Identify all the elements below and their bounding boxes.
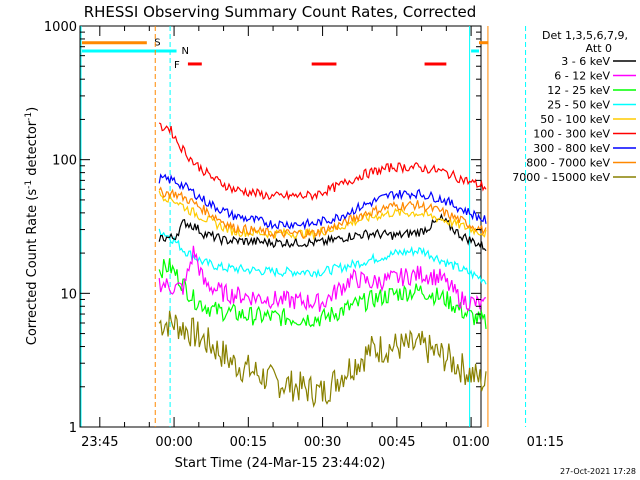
legend-label: 3 - 6 keV [561,55,610,68]
night-flag-label: N [181,46,188,57]
legend-label: 50 - 100 keV [540,113,610,126]
y-axis-label-sup-1: -1 [24,180,34,189]
y-tick-label: 1000 [44,20,77,35]
x-tick-label: 00:15 [230,435,267,450]
x-tick-label: 00:00 [155,435,192,450]
legend-header-1: Det 1,3,5,6,7,9, [542,29,628,42]
x-tick-label: 01:00 [452,435,489,450]
y-axis-label-end: ) [25,107,40,112]
y-axis-label: Corrected Count Rate (s-1 detector-1) [24,107,40,345]
legend-label: 12 - 25 keV [547,84,610,97]
footer-date: 27-Oct-2021 17:28 [560,467,636,476]
y-axis-label-main: Corrected Count Rate (s [25,189,40,346]
series-line [158,186,487,240]
x-axis-label: Start Time (24-Mar-15 23:44:02) [175,456,386,471]
legend-label: 300 - 800 keV [533,142,610,155]
y-axis-label-mid: detector [25,120,40,180]
series-layer [158,122,487,409]
y-tick-label: 10 [60,287,77,302]
series-line [158,213,487,252]
series-line [158,190,487,241]
y-tick-label: 1 [69,421,77,436]
legend-header-2: Att 0 [586,42,612,55]
series-line [158,310,487,409]
series-line [158,245,487,312]
legend-label: 800 - 7000 keV [526,157,610,170]
legend-label: 25 - 50 keV [547,99,610,112]
series-line [158,258,487,329]
axis-ticks: 1 10 100 1000 23:45 00:00 00:15 00:30 00:45 01:00… [44,20,564,450]
plot-area-frame [79,25,482,428]
saa-flag-label: S [154,38,160,49]
x-tick-label: 00:30 [304,435,341,450]
series-line [158,122,487,202]
legend-label: 6 - 12 keV [554,70,610,83]
y-tick-label: 100 [52,154,77,169]
series-line [158,228,487,285]
x-tick-label: 00:45 [378,435,415,450]
legend-label: 100 - 300 keV [533,128,610,141]
series-line [158,173,487,231]
y-axis-label-sup-2: -1 [24,112,34,121]
x-tick-label: 23:45 [81,435,118,450]
legend-label: 7000 - 15000 keV [512,171,610,184]
chart-title: RHESSI Observing Summary Count Rates, Co… [84,3,477,21]
flare-flag-label: F [174,60,180,71]
x-tick-label: 01:15 [527,435,564,450]
